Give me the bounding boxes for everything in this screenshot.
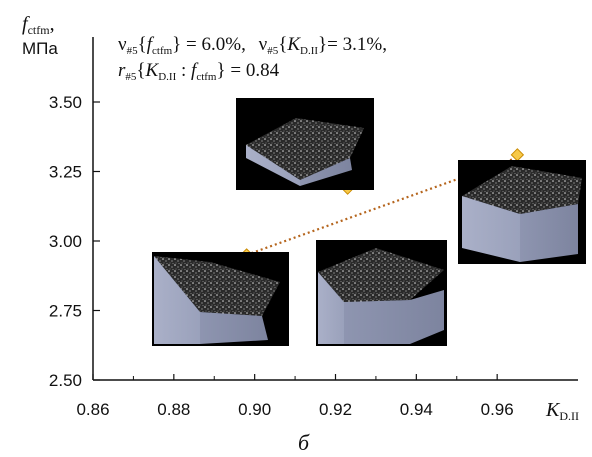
x-tick-label-3: 0.92 [319, 400, 352, 419]
x-tick-label-1: 0.88 [157, 400, 190, 419]
x-tick-label-2: 0.90 [238, 400, 271, 419]
y-axis-label: fctfm, [22, 13, 55, 37]
fracture-surface-image-1 [236, 98, 374, 190]
y-tick-label-1: 2.75 [49, 302, 82, 321]
fracture-surface-image-4 [316, 240, 447, 346]
y-tick-label-4: 3.50 [49, 93, 82, 112]
x-tick-label-4: 0.94 [400, 400, 433, 419]
x-tick-label-0: 0.86 [76, 400, 109, 419]
x-axis-label: KD.II [545, 399, 579, 423]
x-tick-label-5: 0.96 [481, 400, 514, 419]
y-axis-unit: МПа [22, 39, 58, 58]
data-point-2 [510, 148, 525, 162]
y-tick-label-3: 3.25 [49, 163, 82, 182]
axis-ticks: 0.86 0.88 0.90 0.92 0.94 0.96 2.50 2.75 3.00 3.25… [49, 93, 514, 419]
stat-line-2: r#5{KD.II : fctfm} = 0.84 [118, 60, 280, 83]
stat-line-1: ν#5{fctfm} = 6.0%, ν#5{KD.II}= 3.1%, [118, 34, 387, 57]
fracture-surface-image-2 [458, 160, 586, 264]
panel-label: б [298, 430, 310, 455]
fracture-surface-image-3 [152, 252, 289, 346]
y-tick-label-0: 2.50 [49, 371, 82, 390]
y-tick-label-2: 3.00 [49, 232, 82, 251]
